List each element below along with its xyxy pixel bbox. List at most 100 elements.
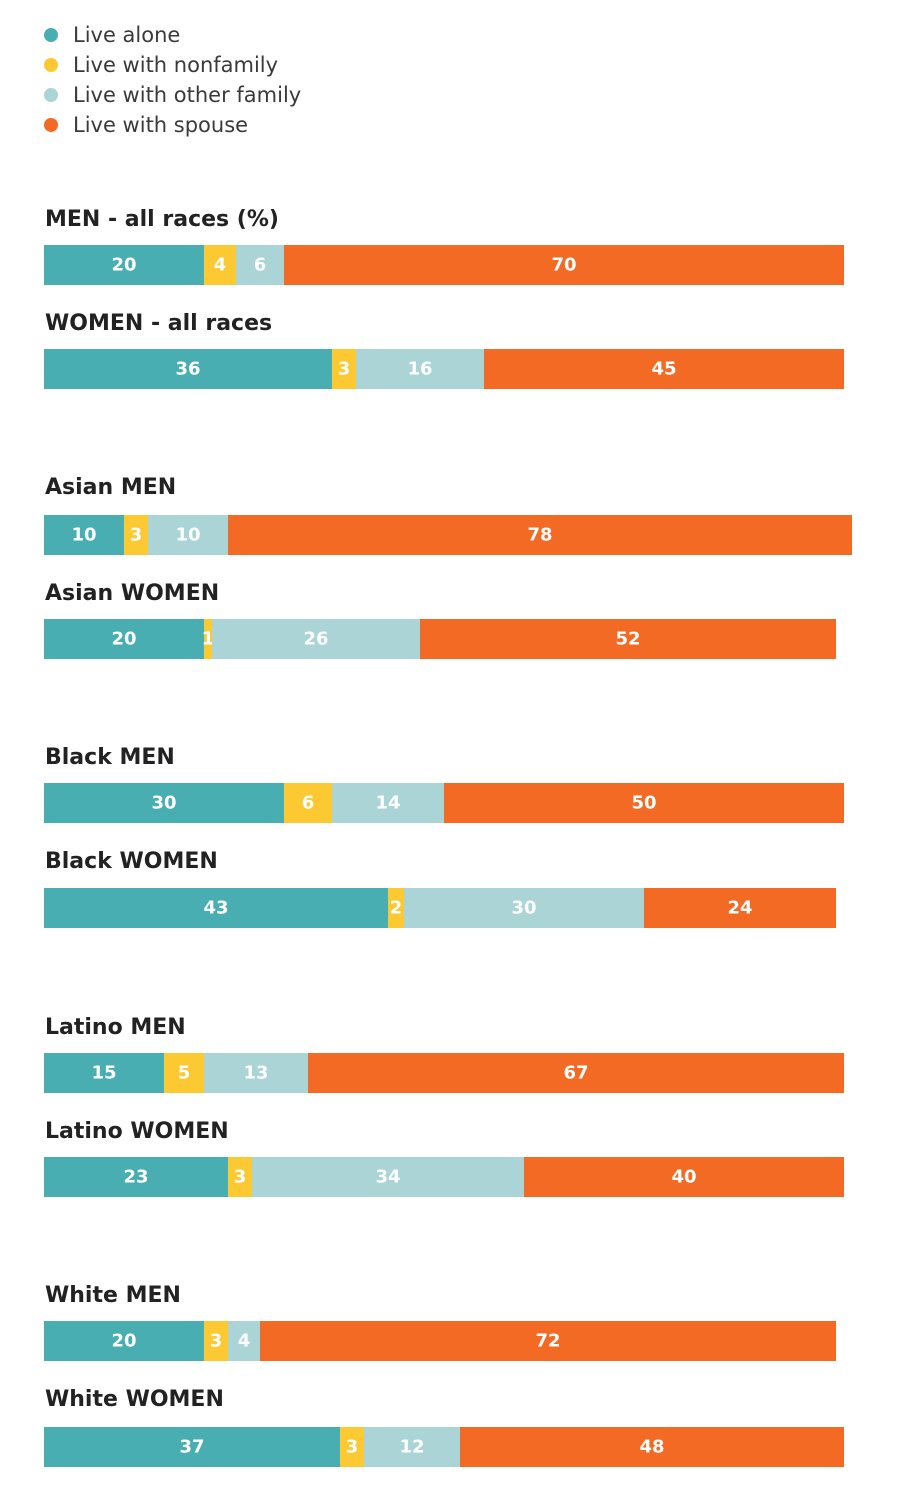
data-label: 1 xyxy=(201,628,215,650)
stacked-bar-latino-women: 23 3 34 40 xyxy=(44,1157,844,1197)
legend-label: Live with nonfamily xyxy=(73,53,279,77)
stacked-bar-women-all-races: 36 3 16 45 xyxy=(44,349,844,389)
bar-segment-live-with-nonfamily: 5 xyxy=(164,1053,204,1093)
bar-segment-live-with-spouse: 50 xyxy=(444,783,844,823)
bar-segment-live-with-spouse: 24 xyxy=(644,888,836,928)
row-title-asian-men: Asian MEN xyxy=(45,475,177,500)
row-title-men-all-races: MEN - all races (%) xyxy=(45,207,279,232)
row-title-latino-men: Latino MEN xyxy=(45,1015,186,1040)
legend-swatch xyxy=(44,28,58,42)
data-label: 67 xyxy=(563,1062,589,1084)
bar-segment-live-with-other-family: 10 xyxy=(148,515,228,555)
data-label: 20 xyxy=(111,628,137,650)
data-label: 12 xyxy=(399,1436,425,1458)
data-label: 52 xyxy=(615,628,641,650)
data-label: 10 xyxy=(71,524,97,546)
bar-segment-live-alone: 20 xyxy=(44,1321,204,1361)
data-label: 6 xyxy=(253,254,267,276)
bar-segment-live-alone: 15 xyxy=(44,1053,164,1093)
data-label: 3 xyxy=(233,1166,247,1188)
data-label: 43 xyxy=(203,897,229,919)
data-label: 14 xyxy=(375,792,401,814)
bar-segment-live-alone: 10 xyxy=(44,515,124,555)
bar-segment-live-with-nonfamily: 3 xyxy=(124,515,148,555)
data-label: 20 xyxy=(111,1330,137,1352)
bar-segment-live-alone: 30 xyxy=(44,783,284,823)
bar-segment-live-with-spouse: 40 xyxy=(524,1157,844,1197)
data-label: 50 xyxy=(631,792,657,814)
legend-swatch xyxy=(44,88,58,102)
row-title-black-women: Black WOMEN xyxy=(45,849,218,874)
bar-segment-live-with-other-family: 4 xyxy=(228,1321,260,1361)
bar-segment-live-with-other-family: 26 xyxy=(212,619,420,659)
legend-item-live-with-spouse: Live with spouse xyxy=(44,110,301,140)
data-label: 3 xyxy=(209,1330,223,1352)
bar-segment-live-with-nonfamily: 3 xyxy=(204,1321,228,1361)
legend-swatch xyxy=(44,58,58,72)
data-label: 20 xyxy=(111,254,137,276)
legend-swatch xyxy=(44,118,58,132)
stacked-bar-asian-women: 20 1 26 52 xyxy=(44,619,836,659)
legend-item-live-with-nonfamily: Live with nonfamily xyxy=(44,50,301,80)
data-label: 36 xyxy=(175,358,201,380)
stacked-bar-black-men: 30 6 14 50 xyxy=(44,783,844,823)
bar-segment-live-with-spouse: 48 xyxy=(460,1427,844,1467)
data-label: 30 xyxy=(511,897,537,919)
bar-segment-live-with-spouse: 70 xyxy=(284,245,844,285)
legend-label: Live with spouse xyxy=(73,113,249,137)
data-label: 4 xyxy=(237,1330,251,1352)
bar-segment-live-with-nonfamily: 3 xyxy=(332,349,356,389)
data-label: 2 xyxy=(389,897,403,919)
row-title-black-men: Black MEN xyxy=(45,745,175,770)
data-label: 30 xyxy=(151,792,177,814)
bar-segment-live-with-nonfamily: 2 xyxy=(388,888,404,928)
bar-segment-live-alone: 23 xyxy=(44,1157,228,1197)
data-label: 5 xyxy=(177,1062,191,1084)
data-label: 78 xyxy=(527,524,553,546)
data-label: 13 xyxy=(243,1062,269,1084)
legend-label: Live with other family xyxy=(73,83,302,107)
bar-segment-live-with-spouse: 45 xyxy=(484,349,844,389)
bar-segment-live-alone: 37 xyxy=(44,1427,340,1467)
data-label: 26 xyxy=(303,628,329,650)
bar-segment-live-alone: 43 xyxy=(44,888,388,928)
data-label: 24 xyxy=(727,897,753,919)
bar-segment-live-with-other-family: 30 xyxy=(404,888,644,928)
row-title-women-all-races: WOMEN - all races xyxy=(45,311,273,336)
stacked-bar-latino-men: 15 5 13 67 xyxy=(44,1053,844,1093)
data-label: 72 xyxy=(535,1330,561,1352)
legend-item-live-alone: Live alone xyxy=(44,20,301,50)
stacked-bar-white-women: 37 3 12 48 xyxy=(44,1427,844,1467)
row-title-asian-women: Asian WOMEN xyxy=(45,581,220,606)
data-label: 15 xyxy=(91,1062,117,1084)
data-label: 40 xyxy=(671,1166,697,1188)
data-label: 23 xyxy=(123,1166,149,1188)
bar-segment-live-with-spouse: 67 xyxy=(308,1053,844,1093)
legend-item-live-with-other-family: Live with other family xyxy=(44,80,301,110)
bar-segment-live-alone: 20 xyxy=(44,619,204,659)
data-label: 48 xyxy=(639,1436,665,1458)
bar-segment-live-with-other-family: 6 xyxy=(236,245,284,285)
data-label: 3 xyxy=(337,358,351,380)
row-title-latino-women: Latino WOMEN xyxy=(45,1119,229,1144)
data-label: 70 xyxy=(551,254,577,276)
row-title-white-men: White MEN xyxy=(45,1283,181,1308)
bar-segment-live-with-nonfamily: 3 xyxy=(228,1157,252,1197)
data-label: 3 xyxy=(129,524,143,546)
stacked-bar-asian-men: 10 3 10 78 xyxy=(44,515,852,555)
stacked-bar-men-all-races: 20 4 6 70 xyxy=(44,245,844,285)
bar-segment-live-with-other-family: 12 xyxy=(364,1427,460,1467)
data-label: 45 xyxy=(651,358,677,380)
data-label: 6 xyxy=(301,792,315,814)
bar-segment-live-with-nonfamily: 6 xyxy=(284,783,332,823)
chart-legend: Live alone Live with nonfamily Live with o… xyxy=(44,20,301,140)
data-label: 34 xyxy=(375,1166,401,1188)
data-label: 10 xyxy=(175,524,201,546)
data-label: 37 xyxy=(179,1436,205,1458)
bar-segment-live-with-spouse: 52 xyxy=(420,619,836,659)
bar-segment-live-with-nonfamily: 4 xyxy=(204,245,236,285)
data-label: 16 xyxy=(407,358,433,380)
stacked-bar-white-men: 20 3 4 72 xyxy=(44,1321,836,1361)
stacked-bar-black-women: 43 2 30 24 xyxy=(44,888,836,928)
bar-segment-live-alone: 20 xyxy=(44,245,204,285)
